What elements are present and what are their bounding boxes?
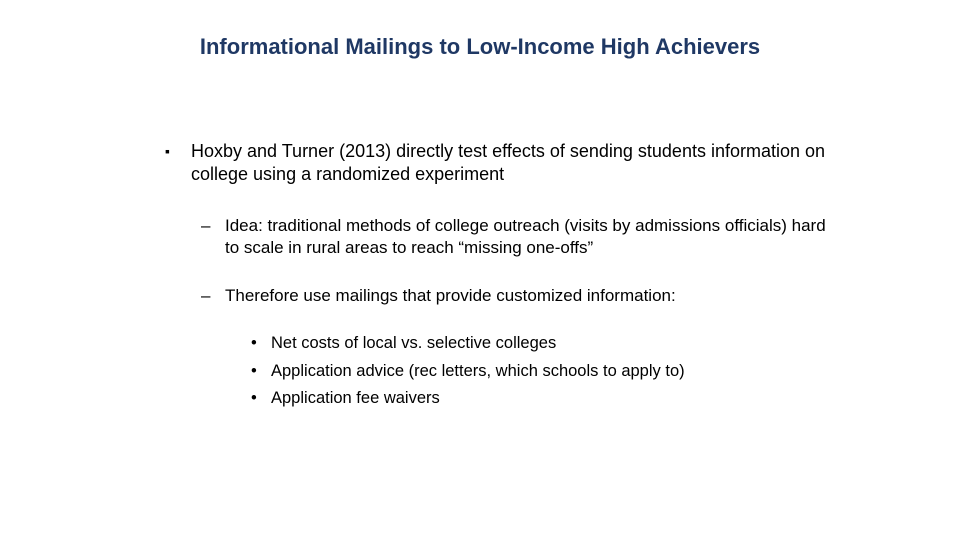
bullet-text: Application advice (rec letters, which s…: [271, 361, 840, 382]
bullet-level1: ▪ Hoxby and Turner (2013) directly test …: [165, 140, 840, 187]
bullet-text: Net costs of local vs. selective college…: [271, 333, 840, 354]
slide-body: ▪ Hoxby and Turner (2013) directly test …: [165, 140, 840, 415]
bullet-level2: – Idea: traditional methods of college o…: [201, 215, 840, 259]
bullet-level3-group: • Net costs of local vs. selective colle…: [251, 333, 840, 409]
bullet-text: Hoxby and Turner (2013) directly test ef…: [191, 140, 840, 187]
dot-bullet-icon: •: [251, 361, 271, 382]
bullet-level3: • Application fee waivers: [251, 388, 840, 409]
dot-bullet-icon: •: [251, 333, 271, 354]
bullet-text: Application fee waivers: [271, 388, 840, 409]
bullet-level2: – Therefore use mailings that provide cu…: [201, 285, 840, 307]
bullet-level3: • Net costs of local vs. selective colle…: [251, 333, 840, 354]
dot-bullet-icon: •: [251, 388, 271, 409]
bullet-level3: • Application advice (rec letters, which…: [251, 361, 840, 382]
bullet-text: Therefore use mailings that provide cust…: [225, 285, 840, 307]
dash-bullet-icon: –: [201, 285, 225, 307]
slide: Informational Mailings to Low-Income Hig…: [0, 0, 960, 540]
slide-title: Informational Mailings to Low-Income Hig…: [0, 34, 960, 60]
dash-bullet-icon: –: [201, 215, 225, 259]
square-bullet-icon: ▪: [165, 140, 191, 187]
bullet-text: Idea: traditional methods of college out…: [225, 215, 840, 259]
